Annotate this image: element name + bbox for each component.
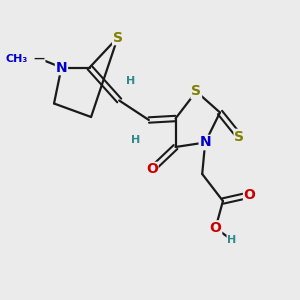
Text: S: S (234, 130, 244, 143)
Text: S: S (113, 31, 123, 44)
Text: N: N (200, 136, 211, 149)
Text: —: — (34, 53, 45, 64)
Text: H: H (131, 134, 140, 145)
Text: O: O (244, 188, 256, 202)
Text: H: H (227, 235, 236, 245)
Text: H: H (127, 76, 136, 86)
Text: CH₃: CH₃ (5, 53, 27, 64)
Text: N: N (56, 61, 67, 74)
Text: O: O (210, 221, 221, 235)
Text: O: O (146, 163, 158, 176)
Text: S: S (191, 85, 201, 98)
